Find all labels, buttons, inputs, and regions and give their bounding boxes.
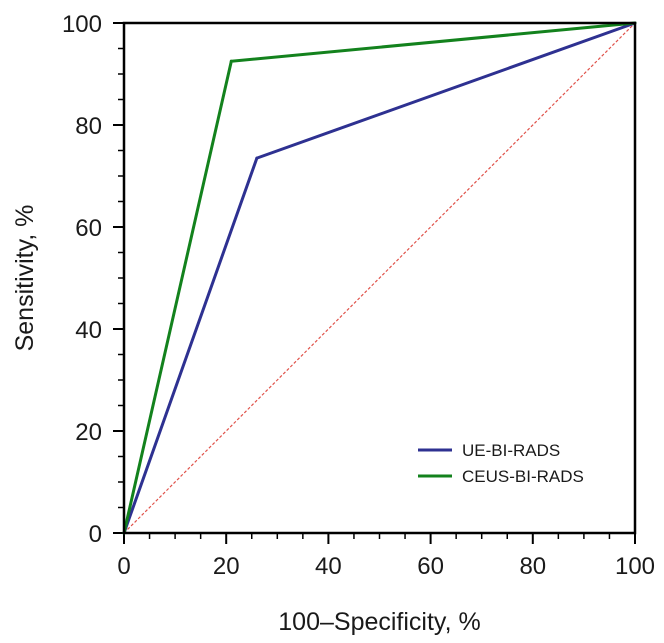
y-tick-labels: 0 20 40 60 80 100: [62, 11, 102, 548]
x-tick-label: 40: [315, 553, 342, 580]
x-axis-title: 100–Specificity, %: [278, 608, 480, 636]
y-tick-label: 100: [62, 11, 102, 38]
plot-frame: [122, 21, 637, 535]
y-axis-title: Sensitivity, %: [11, 205, 39, 352]
data-point-ue-bi-rads: [255, 156, 259, 160]
data-point-ceus-bi-rads: [229, 59, 233, 63]
legend: UE-BI-RADS CEUS-BI-RADS: [418, 441, 584, 486]
y-tick-label: 40: [75, 317, 102, 344]
x-tick-label: 0: [117, 553, 130, 580]
y-tick-label: 0: [89, 521, 102, 548]
x-tick-label: 80: [519, 553, 546, 580]
x-tick-label: 100: [615, 553, 655, 580]
x-tick-label: 20: [213, 553, 240, 580]
x-tick-labels: 0 20 40 60 80 100: [117, 553, 655, 580]
legend-label-ue-bi-rads: UE-BI-RADS: [462, 441, 560, 460]
y-tick-label: 80: [75, 113, 102, 140]
major-ticks: [113, 22, 636, 544]
y-tick-label: 60: [75, 215, 102, 242]
legend-label-ceus-bi-rads: CEUS-BI-RADS: [462, 467, 584, 486]
reference-layer: [123, 22, 636, 534]
y-tick-label: 20: [75, 419, 102, 446]
reference-diagonal-line: [123, 22, 636, 534]
x-tick-label: 60: [417, 553, 444, 580]
